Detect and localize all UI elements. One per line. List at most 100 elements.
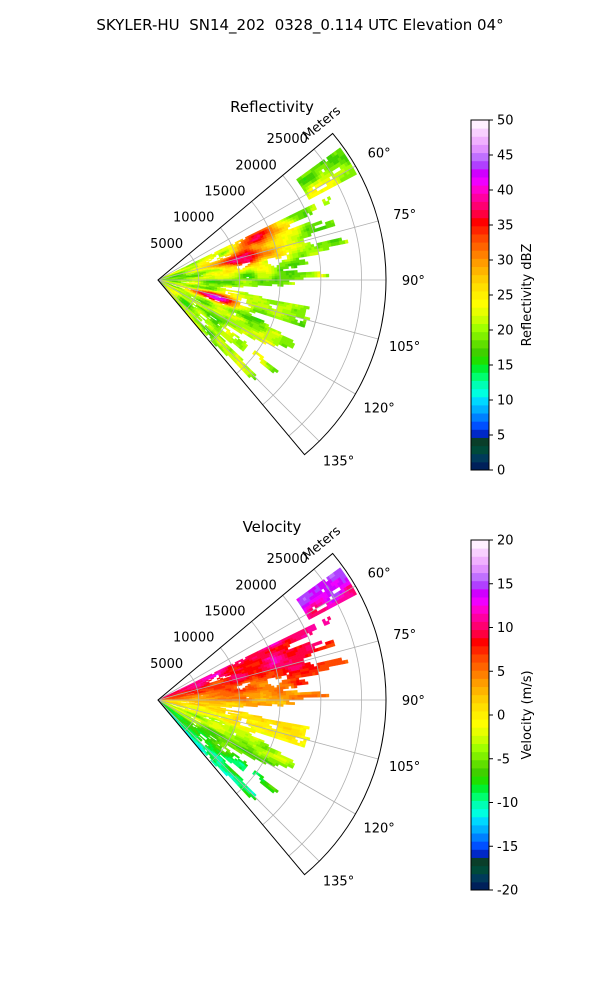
data-cell (225, 289, 229, 292)
data-cell (283, 252, 287, 256)
data-cell (288, 692, 293, 696)
data-cell (228, 289, 232, 292)
colorbar-swatch (471, 356, 489, 365)
data-cell (287, 263, 292, 267)
data-cell (294, 692, 298, 696)
colorbar-tick-label: 20 (497, 324, 514, 339)
data-cell (283, 275, 287, 279)
data-cell (294, 274, 298, 278)
data-cell (291, 282, 295, 285)
data-cell (293, 685, 298, 689)
data-cell (248, 276, 253, 279)
data-cell (260, 283, 264, 286)
colorbar-swatch (471, 429, 489, 438)
colorbar-swatch (471, 307, 489, 316)
data-cell (274, 273, 278, 277)
data-cell (280, 284, 284, 287)
data-cell (183, 281, 187, 283)
colorbar-swatch (471, 201, 489, 211)
data-cell (291, 275, 295, 278)
colorbar-swatch (471, 120, 489, 129)
colorbar-tick-label: 0 (497, 464, 505, 479)
colorbar-swatch (471, 209, 489, 219)
data-cell (308, 274, 313, 278)
data-cell (210, 257, 215, 260)
data-cell (296, 682, 300, 686)
data-cell (299, 262, 303, 266)
data-cell (283, 273, 287, 276)
data-cell (246, 680, 251, 683)
data-cell (291, 692, 295, 696)
data-cell (271, 691, 275, 695)
data-cell (200, 694, 204, 696)
data-cell (244, 260, 248, 264)
data-cell (240, 285, 244, 288)
colorbar-swatch (471, 136, 489, 145)
colorbar-swatch (471, 331, 489, 341)
colorbar-swatch (471, 299, 489, 308)
data-cell (285, 282, 290, 285)
data-cell (244, 680, 248, 684)
data-cell (307, 233, 312, 238)
colorbar-swatch (471, 128, 489, 137)
data-cell (280, 275, 284, 279)
data-cell (248, 284, 253, 287)
figure-title: SKYLER-HU SN14_202 0328_0.114 UTC Elevat… (96, 16, 504, 34)
data-cell (274, 695, 278, 699)
angle-tick-label: 105° (389, 340, 420, 355)
data-cell (257, 276, 261, 279)
colorbar-swatch (471, 160, 489, 170)
data-cell (241, 261, 245, 264)
data-cell (317, 274, 321, 278)
colorbar-swatch (471, 453, 489, 463)
panel-velocity: Velocity60°75°90°105°120°135°50001000015… (150, 518, 535, 899)
data-cell (216, 257, 221, 260)
colorbar-swatch (471, 225, 489, 235)
data-cell (280, 695, 284, 699)
data-cell (325, 246, 330, 251)
colorbar-swatch (471, 144, 489, 154)
data-cell (248, 696, 253, 699)
data-cell (274, 281, 278, 285)
colorbar-tick-label: 25 (497, 289, 514, 304)
data-cell (194, 282, 199, 284)
data-cell (189, 281, 193, 283)
data-cell (216, 677, 221, 680)
data-cell (243, 284, 247, 287)
data-cell (308, 211, 314, 216)
data-cell (263, 276, 267, 279)
data-cell (208, 259, 212, 262)
data-cell (285, 686, 289, 690)
data-cell (302, 261, 306, 266)
data-cell (274, 271, 278, 275)
data-cell (294, 270, 298, 274)
data-cell (326, 616, 332, 621)
data-cell (286, 224, 291, 228)
colorbar-swatch (471, 445, 489, 455)
data-cell (325, 666, 330, 671)
data-cell (290, 685, 295, 689)
range-tick-label: 5000 (150, 237, 183, 252)
colorbar-swatch (471, 266, 489, 276)
data-cell (291, 272, 295, 276)
data-cell (282, 686, 286, 690)
data-cell (311, 271, 315, 275)
panel-title: Velocity (243, 518, 302, 536)
data-cell (265, 273, 270, 277)
data-cell (231, 284, 235, 287)
data-cell (288, 275, 293, 278)
data-cell (260, 276, 264, 279)
data-cell (228, 285, 233, 288)
data-cell (301, 323, 306, 328)
data-cell (180, 280, 184, 283)
data-cell (305, 271, 310, 276)
colorbar-swatch (471, 185, 489, 194)
data-cell (285, 692, 290, 696)
data-cell (246, 275, 250, 278)
data-cell (331, 222, 336, 227)
data-cell (305, 691, 310, 696)
data-cell (233, 290, 238, 293)
data-cell (271, 281, 276, 285)
data-cell (294, 690, 298, 694)
